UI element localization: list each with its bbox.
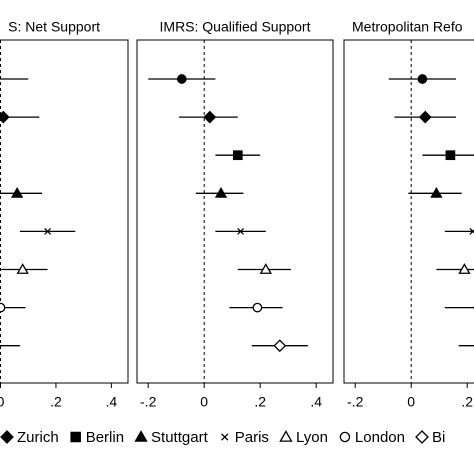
x-tick-label: 0 <box>407 394 415 410</box>
x-tick-label: .2 <box>461 394 473 410</box>
point-estimate <box>44 228 52 235</box>
x-tick-label: .4 <box>106 394 118 410</box>
point-estimate <box>252 302 263 313</box>
panel-frame <box>0 39 129 384</box>
x-tick-label: 0 <box>0 394 5 410</box>
point-estimate <box>259 263 272 274</box>
legend-marker <box>0 430 14 444</box>
legend-marker <box>221 433 229 441</box>
point-estimate <box>16 263 29 274</box>
x-tick-label: 0 <box>200 394 208 410</box>
point-estimate <box>214 186 228 198</box>
point-estimate <box>10 186 24 198</box>
x-tick-label: -.2 <box>140 394 157 410</box>
point-estimate <box>203 110 217 124</box>
legend-marker <box>70 431 81 443</box>
point-estimate <box>445 150 456 161</box>
legend-label: Stuttgart <box>151 429 209 446</box>
point-estimate <box>0 110 10 124</box>
point-estimate <box>176 74 187 84</box>
point-estimate <box>417 74 428 84</box>
point-estimate <box>0 302 6 313</box>
legend-marker <box>279 430 293 442</box>
legend-label: Bi <box>432 429 445 446</box>
legend-label: Paris <box>235 429 269 446</box>
x-tick-label: .4 <box>310 394 322 410</box>
x-tick-label: .2 <box>50 394 62 410</box>
panel-title: Metropolitan Refo <box>352 19 463 35</box>
legend-marker <box>415 430 429 444</box>
point-estimate <box>418 110 432 124</box>
legend-marker <box>134 430 148 442</box>
legend-label: Lyon <box>296 429 328 446</box>
point-estimate <box>430 186 443 198</box>
panel-title: IMRS: Qualified Support <box>160 19 311 35</box>
panel-title: S: Net Support <box>8 19 100 35</box>
x-tick-label: -.2 <box>347 394 364 410</box>
point-estimate <box>458 263 471 274</box>
panel-frame <box>136 39 334 384</box>
legend-label: Berlin <box>86 429 124 446</box>
x-tick-label: .2 <box>254 394 266 410</box>
point-estimate <box>273 339 287 353</box>
legend-label: London <box>355 429 405 446</box>
point-estimate <box>232 150 243 161</box>
panel-frame <box>343 39 474 384</box>
legend-label: Zurich <box>17 429 59 446</box>
point-estimate <box>469 228 474 235</box>
point-estimate <box>237 228 244 235</box>
legend-marker <box>339 431 351 443</box>
